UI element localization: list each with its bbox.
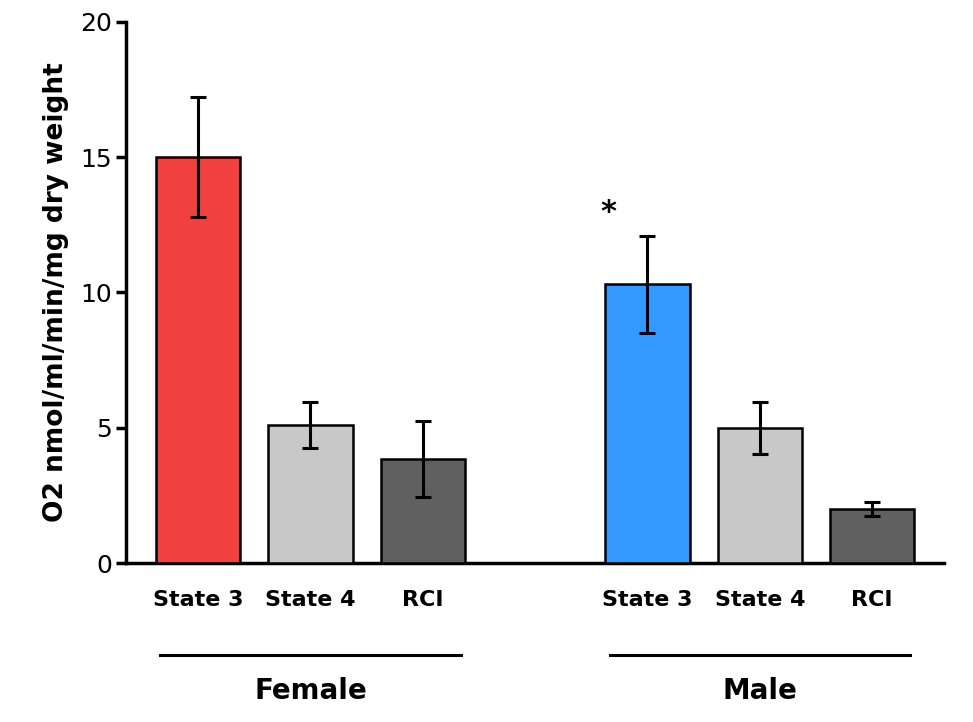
Text: State 4: State 4 [714, 591, 805, 610]
Bar [156, 157, 240, 563]
Text: State 3: State 3 [153, 591, 243, 610]
Text: Male: Male [722, 677, 797, 705]
Bar [830, 509, 915, 563]
Bar [718, 427, 802, 563]
Text: Female: Female [254, 677, 367, 705]
Text: State 3: State 3 [602, 591, 693, 610]
Bar [269, 425, 352, 563]
Text: State 4: State 4 [266, 591, 356, 610]
Text: RCI: RCI [851, 591, 893, 610]
Y-axis label: O2 nmol/ml/min/mg dry weight: O2 nmol/ml/min/mg dry weight [43, 63, 69, 522]
Text: *: * [600, 199, 616, 227]
Bar [380, 459, 465, 563]
Bar [605, 284, 690, 563]
Text: RCI: RCI [402, 591, 444, 610]
